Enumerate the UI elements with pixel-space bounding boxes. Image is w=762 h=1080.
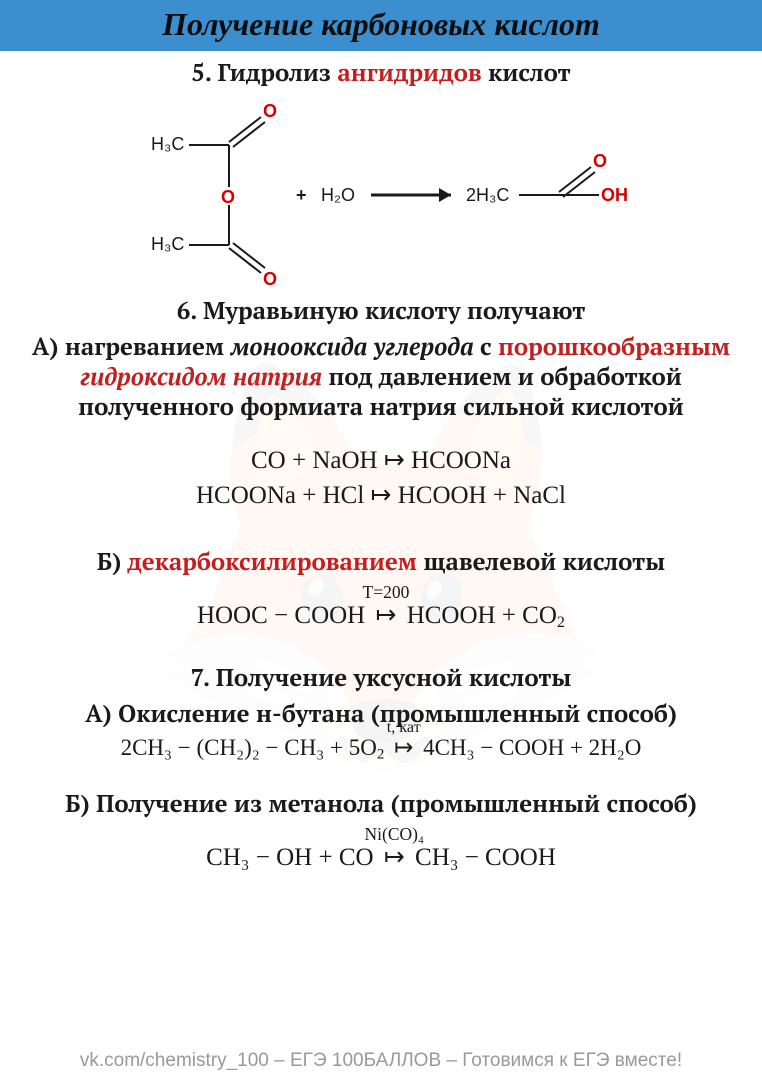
sec6-eq2: HCOONa + HCl ↦ HCOOH + NaCl [18, 480, 744, 511]
footer-text: vk.com/chemistry_100 – ЕГЭ 100БАЛЛОВ – Г… [0, 1050, 762, 1072]
sec6-eq1: CO + NaOH ↦ HCOONa [18, 445, 744, 476]
sec6-b-hl: декарбоксилированием [127, 545, 417, 577]
page-title: Получение карбоновых кислот [162, 6, 600, 42]
page-title-bar: Получение карбоновых кислот [0, 0, 762, 51]
sec7-eq5-right: CH₃ − COOH [415, 844, 556, 871]
d-prod-oh: OH [601, 185, 628, 205]
sec7-a-text: А) Окисление н-бутана (промышленный спос… [18, 698, 744, 728]
sec7-eq5-cond: Ni(CO)₄ [364, 824, 424, 846]
d-h2o: H₂O [321, 185, 355, 205]
sec7-eq4-left: 2CH₃ − (CH₂)₂ − CH₃ + 5O [121, 735, 377, 760]
d-o-top: O [263, 101, 277, 121]
sec6-eq3: HOOC − COOH T=200 ↦ HCOOH + CO2 [18, 600, 744, 632]
content: 5. Гидролиз ангидридов кислот H₃C O O H₃… [0, 51, 762, 874]
sec5-post: кислот [488, 56, 571, 88]
sec6-b-text: Б) декарбоксилированием щавелевой кислот… [18, 546, 744, 576]
sec6-eq3-cond: T=200 [363, 582, 410, 604]
sec6-eq3-left: HOOC − COOH [197, 602, 365, 629]
anhydride-hydrolysis-diagram: H₃C O O H₃C O + H₂O 2H [121, 95, 641, 285]
section-7-title: 7. Получение уксусной кислоты [18, 662, 744, 692]
sec6-eq3-right: HCOOH + CO [407, 602, 557, 629]
sec7-num: 7. [191, 661, 210, 693]
d-prod-o1: O [593, 151, 607, 171]
sec6-a-t1: нагреванием [65, 330, 224, 362]
d-o-bridge: O [221, 187, 235, 207]
sec6-b-rest: щавелевой кислоты [423, 545, 665, 577]
sec5-highlight: ангидридов [337, 56, 481, 88]
sec5-pre: Гидролиз [218, 56, 331, 88]
sec6-a-t2: с [480, 330, 492, 362]
sec6-eq3-sub: 2 [557, 613, 565, 631]
d-coeff: 2H₃C [466, 185, 509, 205]
sec6-a-hl: порошкообразным [498, 330, 730, 362]
arrow-icon: ↦ [371, 600, 400, 631]
sec5-num: 5. [191, 56, 211, 88]
sec6-a-text: А) нагреванием монооксида углерода с пор… [18, 331, 744, 421]
sec7-rest: Получение уксусной кислоты [216, 661, 572, 693]
sec6-num: 6. [177, 294, 197, 326]
d-ch3-top: H₃C [151, 134, 184, 154]
d-plus: + [296, 185, 307, 205]
sec7-eq5-left: CH₃ − OH + CO [206, 844, 373, 871]
sec7-b-text: Б) Получение из метанола (промышленный с… [18, 788, 744, 818]
sec6-a-i2: гидроксидом натрия [80, 360, 322, 392]
sec6-rest: Муравьиную кислоту получают [203, 294, 585, 326]
sec6-a-i1: монооксида углерода [231, 330, 474, 362]
d-o-bot: O [263, 269, 277, 285]
arrow-icon: ↦ [380, 842, 409, 873]
sec7-eq5: CH₃ − OH + CO Ni(CO)₄ ↦ CH₃ − COOH [18, 842, 744, 873]
sec7-eq4-cond: t, кат [387, 718, 421, 738]
section-6-title: 6. Муравьиную кислоту получают [18, 295, 744, 325]
sec7-eq4-right: 4CH₃ − COOH + 2H₂O [423, 735, 641, 760]
d-ch3-bot: H₃C [151, 234, 184, 254]
sec6-a-label: А) [32, 330, 59, 362]
sec6-b-label: Б) [97, 545, 121, 577]
arrow-icon: ↦ [390, 734, 417, 763]
section-5-title: 5. Гидролиз ангидридов кислот [18, 57, 744, 87]
sec7-eq4: 2CH₃ − (CH₂)₂ − CH₃ + 5O2 t, кат ↦ 4CH₃ … [18, 734, 744, 764]
sec7-eq4-sub1: 2 [377, 747, 384, 763]
